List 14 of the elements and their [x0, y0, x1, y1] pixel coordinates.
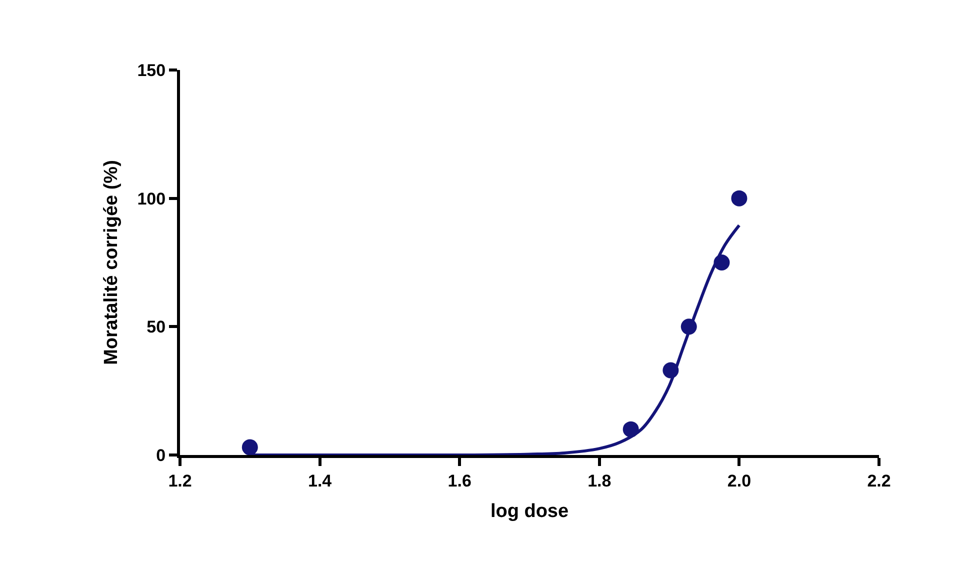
point: [242, 439, 258, 455]
y-axis-title: Moratalité corrigée (%): [101, 160, 122, 365]
x-axis-title: log dose: [490, 501, 569, 522]
y-tick-label: 150: [137, 60, 166, 80]
x-tick-label: 1.4: [308, 471, 332, 490]
x-tick-label: 1.2: [168, 471, 192, 490]
x-tick-label: 2.2: [867, 471, 891, 490]
y-tick-label: 50: [146, 318, 166, 337]
point: [731, 190, 748, 206]
x-tick-label: 1.6: [448, 471, 472, 490]
y-tick-label: 100: [137, 189, 166, 208]
x-tick-label: 1.8: [588, 471, 612, 490]
x-tick-label: 2.0: [727, 471, 752, 490]
y-tick-label: 0: [156, 446, 166, 465]
